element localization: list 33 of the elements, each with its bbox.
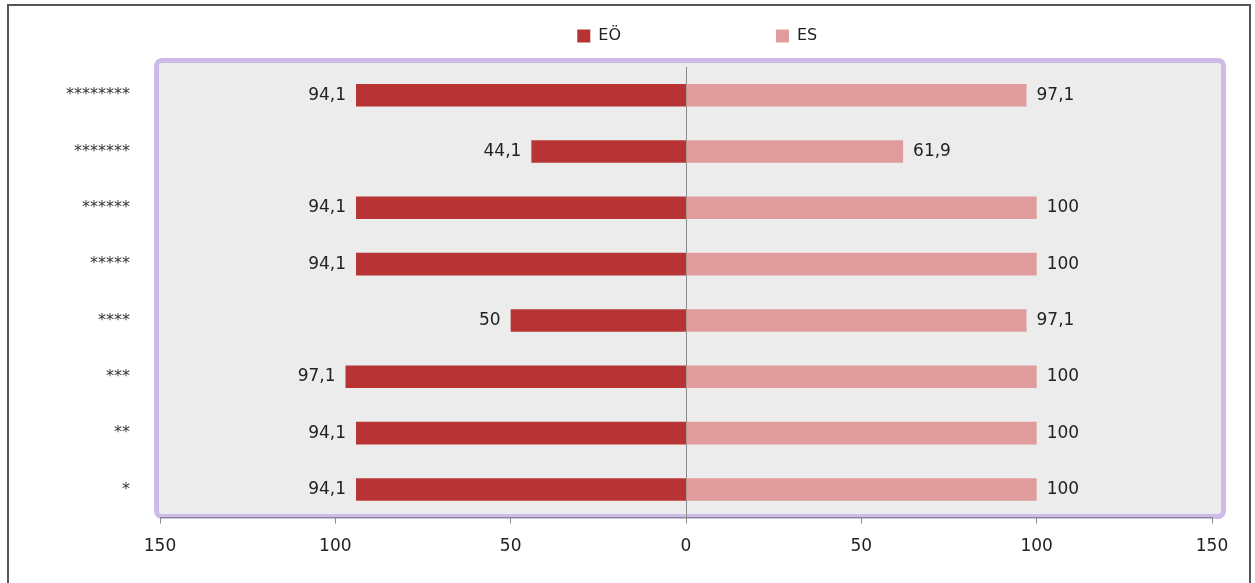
data-label: 100 — [1046, 421, 1080, 442]
x-tick-label: 100 — [1020, 535, 1053, 556]
data-label: 97,1 — [297, 365, 336, 386]
x-tick-label: 50 — [850, 535, 873, 556]
y-tick-label: ***** — [90, 253, 130, 273]
data-label: 100 — [1046, 365, 1080, 386]
legend-label: ES — [797, 25, 818, 45]
data-label: 44,1 — [483, 139, 522, 160]
x-tick-label: 0 — [680, 535, 692, 556]
data-label: 94,1 — [308, 196, 347, 217]
data-label: 100 — [1046, 196, 1080, 217]
y-tick-label: ******** — [66, 84, 130, 104]
y-tick-label: *** — [106, 365, 130, 385]
y-tick-label: **** — [98, 309, 130, 329]
data-label: 100 — [1046, 477, 1080, 498]
data-label: 50 — [479, 308, 501, 329]
data-label: 94,1 — [308, 83, 347, 104]
data-label: 100 — [1046, 252, 1080, 273]
x-tick-label: 150 — [143, 535, 177, 556]
y-tick-label: * — [122, 478, 130, 498]
x-tick-label: 100 — [319, 535, 352, 556]
data-label: 94,1 — [308, 252, 347, 273]
legend-label: EÖ — [598, 25, 621, 45]
y-tick-label: ** — [114, 422, 130, 442]
y-tick-label: ******* — [74, 140, 130, 160]
data-label: 97,1 — [1036, 83, 1075, 104]
data-label: 94,1 — [308, 421, 347, 442]
data-label: 94,1 — [308, 477, 347, 498]
x-tick-label: 50 — [499, 535, 522, 556]
data-label: 61,9 — [913, 139, 951, 160]
data-label: 97,1 — [1036, 308, 1075, 329]
x-tick-label: 150 — [1195, 535, 1229, 556]
y-tick-label: ****** — [82, 196, 130, 216]
